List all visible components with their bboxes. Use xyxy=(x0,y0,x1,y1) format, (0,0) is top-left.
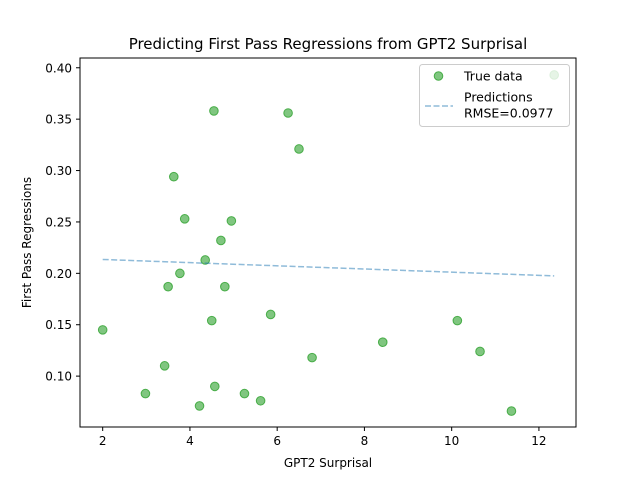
data-point xyxy=(216,235,226,246)
chart-title: Predicting First Pass Regressions from G… xyxy=(129,35,528,53)
prediction-line xyxy=(102,258,555,277)
data-point xyxy=(265,309,276,320)
x-tick-label: 12 xyxy=(531,434,546,448)
x-tick-label: 10 xyxy=(444,434,459,448)
y-tick-label: 0.35 xyxy=(45,113,72,127)
legend-marker-true-data xyxy=(433,71,444,81)
data-point xyxy=(209,381,220,392)
data-point xyxy=(175,268,185,279)
data-point xyxy=(377,337,388,348)
y-tick-label: 0.10 xyxy=(45,370,72,384)
y-tick-label: 0.20 xyxy=(45,267,72,281)
y-tick-label: 0.15 xyxy=(45,318,72,332)
data-point xyxy=(475,346,485,357)
legend-label-predictions: Predictions RMSE=0.0977 xyxy=(464,90,554,121)
data-point xyxy=(294,144,304,154)
data-point xyxy=(255,395,266,406)
data-point xyxy=(307,352,317,363)
data-point xyxy=(220,281,230,292)
x-tick-label: 8 xyxy=(361,434,369,448)
data-point xyxy=(226,216,237,226)
data-point xyxy=(200,255,210,265)
data-point xyxy=(179,214,190,224)
data-point xyxy=(206,315,217,326)
data-point xyxy=(452,315,463,326)
x-tick-label: 6 xyxy=(273,434,281,448)
ticks: 2 4 6 8 10 12 0.10 0.15 0.20 0.25 0.30 0.35 0.40 xyxy=(45,61,546,448)
data-point xyxy=(159,361,170,371)
data-point xyxy=(163,281,173,292)
axes-frame xyxy=(79,57,577,428)
data-point xyxy=(168,171,179,182)
data-point xyxy=(194,401,205,411)
data-point xyxy=(97,325,108,335)
x-tick-label: 4 xyxy=(186,434,194,448)
data-point xyxy=(140,388,151,399)
data-point xyxy=(283,108,293,118)
x-axis-label: GPT2 Surprisal xyxy=(284,456,372,470)
legend-box xyxy=(419,64,570,127)
plot-area xyxy=(97,70,559,416)
y-tick-label: 0.30 xyxy=(45,164,72,178)
legend-label-true-data: True data xyxy=(463,69,523,84)
y-tick-label: 0.40 xyxy=(45,61,72,75)
y-axis-label: First Pass Regressions xyxy=(20,177,34,308)
data-point xyxy=(239,388,250,399)
legend: True data Predictions RMSE=0.0977 xyxy=(419,64,570,127)
data-point xyxy=(209,106,219,116)
x-tick-label: 2 xyxy=(99,434,107,448)
y-tick-label: 0.25 xyxy=(45,215,72,229)
data-point xyxy=(506,406,517,416)
